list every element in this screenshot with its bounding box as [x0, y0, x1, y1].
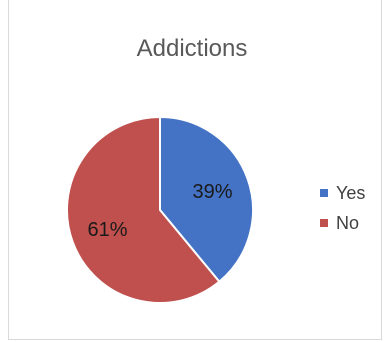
legend-label-yes: Yes — [336, 182, 366, 203]
legend: Yes No — [320, 178, 365, 238]
legend-item-yes: Yes — [320, 178, 365, 208]
data-label-yes: 39% — [192, 181, 232, 203]
chart-title: Addictions — [136, 35, 248, 62]
legend-swatch-no — [320, 219, 328, 227]
pie-slice-no — [66, 115, 221, 304]
legend-swatch-yes — [320, 189, 328, 197]
pie-slice-yes — [159, 115, 254, 284]
legend-label-no: No — [336, 212, 360, 233]
data-label-no: 61% — [87, 219, 127, 241]
legend-item-no: No — [320, 208, 365, 238]
